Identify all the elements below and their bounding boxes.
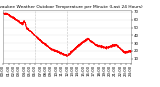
Title: Milwaukee Weather Outdoor Temperature per Minute (Last 24 Hours): Milwaukee Weather Outdoor Temperature pe… <box>0 5 143 9</box>
